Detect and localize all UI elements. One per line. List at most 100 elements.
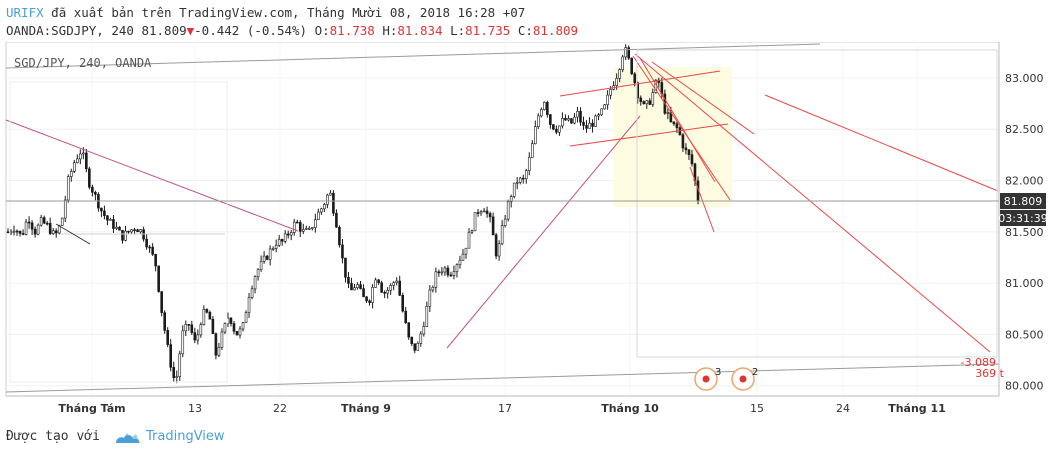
candle-body xyxy=(175,376,179,378)
candle-body xyxy=(130,229,133,233)
candle-body xyxy=(289,232,293,236)
candle-body xyxy=(103,210,106,217)
publish-line: URIFX đã xuất bản trên TradingView.com, … xyxy=(6,5,525,20)
high-label: H: xyxy=(382,23,398,38)
y-tick-label: 80.000 xyxy=(1005,380,1044,393)
tradingview-link[interactable]: TradingView xyxy=(146,429,225,444)
y-tick-label: 81.000 xyxy=(1005,277,1044,290)
event-marker[interactable]: 2 xyxy=(731,367,758,391)
y-tick-label: 83.000 xyxy=(1005,72,1044,85)
candle-body xyxy=(118,226,121,231)
time-axis[interactable]: Tháng Tám 13 22 Tháng 9 17 Tháng 10 15 24 Tháng … xyxy=(58,402,945,415)
candle-body xyxy=(546,102,549,115)
candle-body xyxy=(359,284,362,289)
price-chart[interactable]: 80.000 80.500 81.000 81.500 82.000 82.500 83.0… xyxy=(0,42,1050,424)
candle-body xyxy=(549,114,552,125)
candle-body xyxy=(591,122,594,127)
candle-body xyxy=(136,229,139,233)
candle-body xyxy=(335,212,338,228)
candle-body xyxy=(389,285,392,291)
candle-body xyxy=(157,265,160,292)
candle-body xyxy=(564,117,567,121)
candle-body xyxy=(69,171,73,177)
candle-body xyxy=(543,102,546,110)
candle-body xyxy=(232,323,236,332)
candle-body xyxy=(166,330,169,345)
candle-body xyxy=(341,244,344,259)
price-change: -0.442 (-0.54%) xyxy=(194,23,308,38)
x-tick-label: 15 xyxy=(750,402,764,415)
candle-body xyxy=(211,318,215,334)
candle-body xyxy=(308,227,311,230)
candle-body xyxy=(461,253,465,261)
candle-body xyxy=(401,295,405,312)
candle-body xyxy=(27,221,31,224)
candle-body xyxy=(320,208,323,213)
candle-body xyxy=(220,331,224,348)
candle-body xyxy=(45,222,49,225)
publisher-link[interactable]: URIFX xyxy=(6,5,44,20)
candle-body xyxy=(208,311,212,320)
candle-body xyxy=(60,217,64,226)
candle-body xyxy=(72,162,76,172)
candle-body xyxy=(392,282,395,286)
candle-body xyxy=(356,284,359,289)
measure-box xyxy=(636,49,998,358)
candle-body xyxy=(66,176,70,201)
candle-body xyxy=(380,282,383,293)
candle-body xyxy=(21,233,25,235)
candle-body xyxy=(473,212,477,232)
x-tick-label: 17 xyxy=(498,402,512,415)
candle-body xyxy=(277,239,281,246)
tradingview-cloud-icon xyxy=(116,433,140,443)
candle-body xyxy=(407,322,411,338)
candle-body xyxy=(326,194,329,205)
candle-body xyxy=(311,227,314,229)
resistance-red xyxy=(764,94,999,192)
candle-body xyxy=(271,248,275,250)
candle-body xyxy=(280,239,284,242)
x-tick-label: Tháng 9 xyxy=(341,402,391,415)
candle-body xyxy=(229,317,233,324)
resistance-trendline xyxy=(5,119,299,232)
candle-body xyxy=(169,344,173,368)
y-tick-label: 82.500 xyxy=(1005,123,1044,136)
x-tick-label: Tháng Tám xyxy=(58,402,125,415)
candle-body xyxy=(253,276,257,290)
price-axis[interactable]: 80.000 80.500 81.000 81.500 82.000 82.500 83.0… xyxy=(1005,72,1044,393)
candle-body xyxy=(458,259,462,266)
event-marker[interactable]: 3 xyxy=(694,367,721,391)
candle-body xyxy=(18,230,22,234)
candle-body xyxy=(292,221,296,233)
candle-body xyxy=(39,217,43,226)
candle-body xyxy=(476,212,480,214)
rising-trendline xyxy=(446,115,641,349)
candle-body xyxy=(181,330,185,355)
candle-body xyxy=(256,269,260,278)
candle-body xyxy=(368,300,371,303)
candle-body xyxy=(621,56,624,70)
candle-body xyxy=(600,108,603,116)
candle-body xyxy=(651,92,655,105)
candle-body xyxy=(124,230,127,241)
candle-body xyxy=(530,143,534,158)
candle-body xyxy=(527,157,531,171)
candle-body xyxy=(588,122,591,129)
candle-body xyxy=(94,191,97,195)
candle-body xyxy=(235,330,239,336)
x-tick-label: 13 xyxy=(188,402,202,415)
candle-body xyxy=(648,100,652,105)
candle-body xyxy=(395,280,398,284)
y-tick-label: 80.500 xyxy=(1005,328,1044,341)
candle-body xyxy=(494,234,498,257)
candle-body xyxy=(48,223,52,234)
candle-body xyxy=(377,279,380,284)
candle-body xyxy=(365,296,368,302)
candle-body xyxy=(552,124,555,130)
candle-body xyxy=(410,336,414,345)
candle-body xyxy=(15,230,19,233)
candle-body xyxy=(353,287,356,291)
candle-body xyxy=(615,78,618,86)
candle-body xyxy=(443,267,447,273)
range-box xyxy=(9,81,228,383)
